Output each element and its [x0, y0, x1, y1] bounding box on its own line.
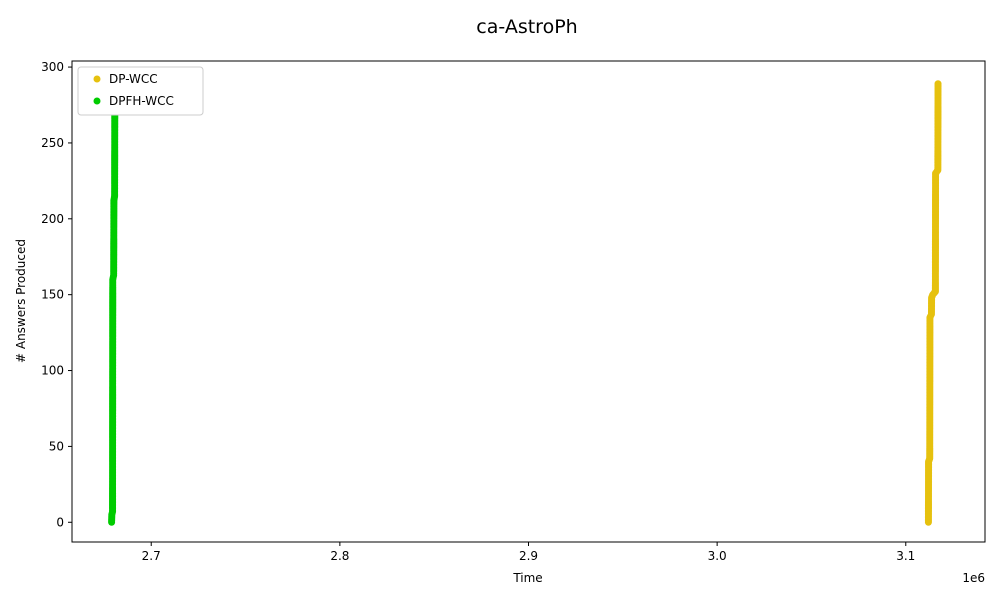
legend-label: DPFH-WCC [109, 94, 174, 108]
x-tick-label: 3.1 [896, 549, 915, 563]
legend-label: DP-WCC [109, 72, 158, 86]
y-tick-label: 50 [49, 439, 64, 453]
series-dpfh-wcc [108, 78, 119, 526]
legend-marker [93, 75, 101, 83]
x-tick-label: 2.7 [142, 549, 161, 563]
y-tick-label: 300 [41, 60, 64, 74]
x-tick-label: 2.8 [330, 549, 349, 563]
y-tick-label: 100 [41, 364, 64, 378]
y-axis-label: # Answers Produced [14, 239, 28, 363]
legend: DP-WCC DPFH-WCC [77, 66, 204, 116]
plot-frame [71, 60, 986, 543]
y-tick-label: 150 [41, 288, 64, 302]
x-tick-label: 2.9 [519, 549, 538, 563]
y-axis: 0 50 100 150 200 250 300 [41, 60, 72, 529]
y-tick-label: 0 [56, 515, 64, 529]
chart-title: ca-AstroPh [476, 16, 577, 38]
y-tick-label: 200 [41, 212, 64, 226]
data-point [934, 80, 942, 88]
x-axis: 2.7 2.8 2.9 3.0 3.1 [142, 542, 915, 563]
legend-box [77, 66, 204, 116]
x-axis-offset-label: 1e6 [962, 571, 985, 585]
x-tick-label: 3.0 [708, 549, 727, 563]
legend-marker [93, 97, 101, 105]
plot-area [108, 78, 942, 526]
series-dp-wcc [924, 80, 942, 526]
y-tick-label: 250 [41, 136, 64, 150]
x-axis-label: Time [512, 571, 542, 585]
